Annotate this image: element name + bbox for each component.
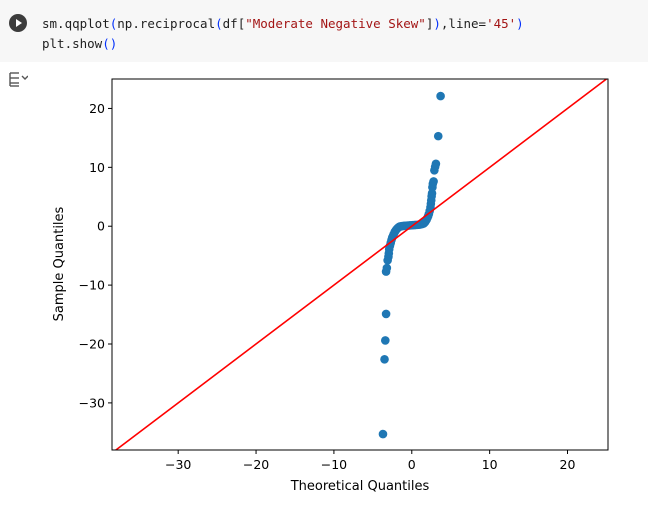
data-point	[433, 131, 443, 141]
x-tick-label: −30	[165, 457, 191, 472]
code-token: ,line=	[440, 16, 487, 31]
code-token: (	[109, 16, 118, 31]
x-tick-label: 10	[482, 457, 498, 472]
data-point	[429, 177, 438, 186]
y-axis-label: Sample Quantiles	[52, 206, 67, 321]
data-point	[431, 159, 441, 169]
x-axis-label: Theoretical Quantiles	[290, 479, 430, 494]
code-editor[interactable]: sm.qqplot(np.reciprocal(df["Moderate Neg…	[42, 14, 524, 54]
y-tick-label: 20	[89, 101, 105, 116]
qq-plot: −30 −20 −10 0 10 20 −30 −20 −10 0 10 20 Theoretica…	[52, 78, 609, 494]
code-cell[interactable]: sm.qqplot(np.reciprocal(df["Moderate Neg…	[0, 0, 648, 62]
y-tick-label: −30	[79, 395, 105, 410]
reference-line	[114, 79, 608, 450]
code-token: ]	[425, 16, 434, 31]
y-tick-label: −20	[79, 337, 105, 352]
x-tick-label: −20	[243, 457, 269, 472]
code-token: )	[433, 16, 441, 31]
code-token: )	[516, 16, 524, 31]
code-token: '45'	[486, 16, 517, 31]
data-point	[381, 309, 391, 319]
code-token: (	[215, 16, 223, 31]
data-point	[378, 429, 388, 439]
y-tick-label: −10	[79, 278, 105, 293]
code-token: np.reciprocal	[117, 16, 216, 31]
output-toggle-icon[interactable]	[8, 70, 28, 88]
data-point	[436, 91, 445, 101]
x-tick-label: 20	[560, 457, 576, 472]
y-tick-label: 0	[97, 219, 105, 234]
x-tick-label: 0	[408, 457, 416, 472]
x-tick-label: −10	[321, 457, 347, 472]
code-token: ()	[102, 36, 118, 51]
data-point	[380, 355, 389, 364]
y-tick-label: 10	[89, 160, 105, 175]
code-token: "Moderate Negative Skew"	[245, 16, 426, 31]
plot-frame	[111, 78, 609, 451]
code-token: df[	[222, 16, 246, 31]
code-token: sm.qqplot	[42, 16, 110, 31]
run-cell-button[interactable]	[9, 14, 27, 32]
data-point	[381, 336, 390, 345]
code-token: plt.show	[42, 36, 103, 51]
data-point	[382, 263, 392, 273]
